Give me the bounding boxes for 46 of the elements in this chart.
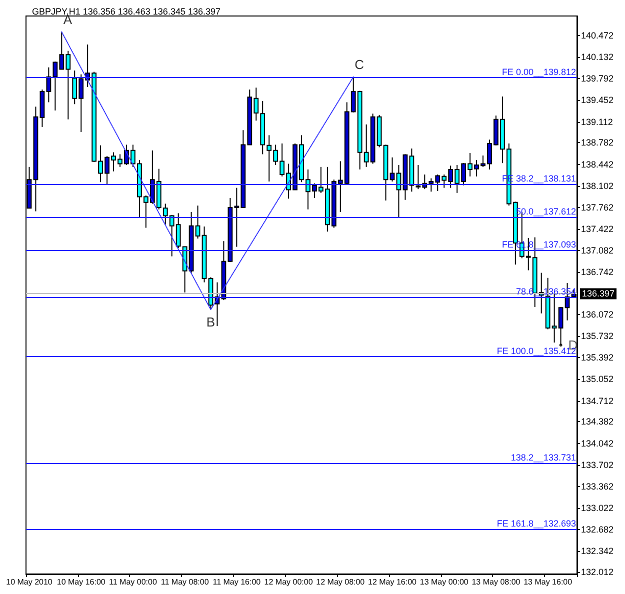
candlestick — [390, 156, 395, 182]
y-tick-label: 140.132 — [581, 52, 614, 62]
x-tick-label: 13 May 00:00 — [420, 578, 469, 586]
y-tick-label: 138.442 — [581, 159, 614, 170]
x-tick-label: 13 May 16:00 — [524, 578, 573, 586]
y-tick-label: 134.382 — [581, 416, 614, 427]
y-tick-label: 138.102 — [581, 180, 614, 191]
y-tick-label: 139.452 — [581, 95, 614, 106]
y-tick-label: 137.422 — [581, 224, 614, 234]
ref-line-label: FE 161.8__132.693 — [496, 518, 576, 528]
y-tick-label: 140.472 — [581, 30, 614, 41]
x-tick-label: 10 May 16:00 — [56, 578, 106, 586]
candlestick — [195, 205, 200, 240]
y-tick-label: 134.712 — [581, 396, 614, 406]
y-tick-label: 132.342 — [581, 546, 614, 556]
ref-line-label: 136.397 — [582, 288, 615, 299]
y-tick-label: 133.702 — [581, 460, 614, 470]
y-tick-label: 133.362 — [581, 481, 614, 492]
ref-line-label: 78.6__136.354 — [516, 286, 576, 296]
x-tick-label: 11 May 00:00 — [109, 578, 158, 586]
y-tick-label: 137.082 — [581, 245, 614, 256]
data-label: C — [354, 56, 364, 72]
ref-line-label: 138.2__133.731 — [510, 452, 576, 463]
y-tick-label: 132.682 — [581, 524, 614, 534]
x-tick-label: 12 May 00:00 — [264, 578, 314, 586]
ref-line-label: FE 0.00__139.812 — [502, 67, 576, 78]
x-tick-label: 10 May 2010 — [6, 578, 53, 586]
x-tick-label: 11 May 08:00 — [160, 578, 210, 586]
y-tick-label: 138.782 — [581, 138, 614, 148]
chart-title: GBPJPY,H1 136.356 136.463 136.345 136.397 — [32, 6, 220, 16]
y-tick-label: 139.792 — [581, 74, 614, 84]
data-label: B — [206, 314, 216, 330]
y-tick-label: 135.392 — [581, 352, 614, 363]
x-tick-label: 12 May 16:00 — [368, 578, 418, 586]
y-tick-label: 135.732 — [581, 331, 614, 342]
y-tick-label: 137.762 — [581, 202, 614, 212]
y-tick-label: 134.042 — [581, 438, 614, 448]
y-tick-label: 132.012 — [581, 566, 614, 577]
y-tick-label: 139.112 — [581, 116, 613, 127]
y-tick-label: 135.052 — [581, 374, 614, 384]
x-tick-label: 11 May 16:00 — [212, 578, 262, 586]
x-tick-label: 12 May 08:00 — [316, 578, 366, 586]
y-tick-label: 136.072 — [581, 310, 614, 320]
y-tick-label: 136.742 — [581, 267, 614, 278]
x-tick-label: 13 May 08:00 — [472, 578, 521, 586]
y-tick-label: 133.022 — [581, 502, 614, 513]
